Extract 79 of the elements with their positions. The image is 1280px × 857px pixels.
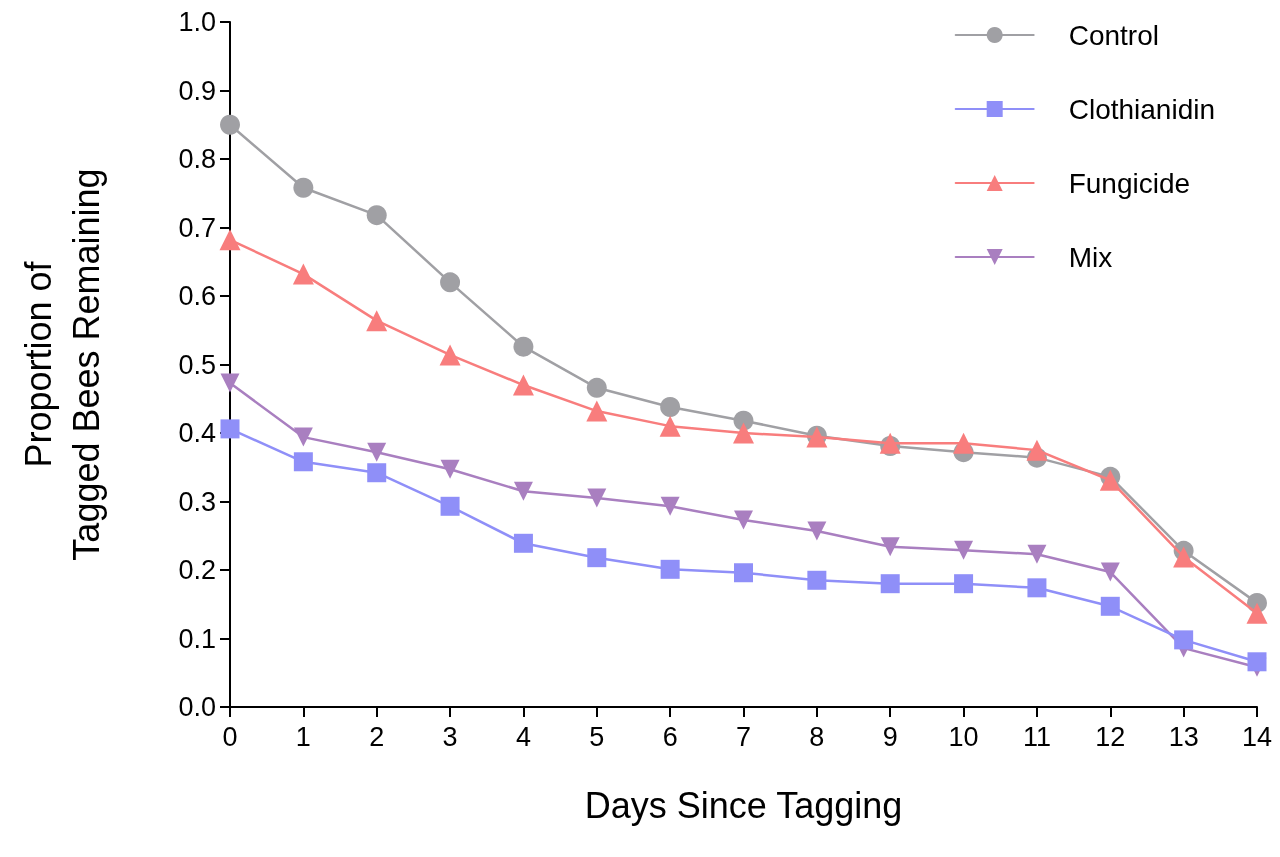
y-tick-label: 0.4	[178, 418, 216, 448]
point	[1174, 630, 1194, 650]
point	[586, 377, 607, 398]
y-axis-title: Proportion of Tagged Bees Remaining	[17, 168, 107, 561]
y-tick-label: 0.0	[178, 692, 216, 722]
x-tick-label: 14	[1241, 721, 1273, 752]
x-tick-label: 8	[809, 721, 825, 752]
point	[954, 540, 974, 560]
x-tick-label: 6	[662, 721, 678, 752]
point	[513, 533, 533, 553]
point	[953, 432, 975, 454]
point	[1246, 602, 1268, 624]
y-tick-label: 0.1	[178, 623, 216, 654]
point	[292, 263, 314, 285]
y-tick-label: 0.2	[178, 555, 216, 585]
point	[1027, 578, 1047, 598]
point	[439, 344, 461, 366]
point	[807, 570, 827, 590]
point	[734, 563, 753, 583]
y-tick-label: 1.0	[178, 7, 216, 37]
y-tick-label: 0.7	[178, 212, 216, 243]
point	[293, 452, 313, 472]
point	[734, 510, 753, 530]
x-tick-label: 4	[515, 721, 531, 752]
y-tick-label: 0.3	[178, 486, 216, 517]
point	[586, 400, 608, 422]
x-tick-label: 5	[589, 721, 605, 752]
legend-label: Clothianidin	[1068, 93, 1216, 125]
point	[660, 559, 680, 579]
point	[219, 229, 241, 251]
x-tick-label: 11	[1022, 721, 1051, 752]
point	[807, 521, 827, 541]
x-axis-title: Days Since Tagging	[584, 784, 903, 826]
point	[880, 574, 900, 594]
point	[733, 422, 754, 444]
point	[366, 205, 387, 226]
legend-label: Mix	[1068, 241, 1113, 273]
x-tick-label: 3	[442, 721, 458, 752]
point	[367, 463, 387, 483]
point	[1027, 544, 1047, 564]
x-tick-label: 12	[1095, 721, 1126, 752]
point	[220, 373, 240, 393]
point	[1247, 652, 1267, 672]
point	[366, 310, 388, 332]
point	[513, 336, 534, 357]
point	[1100, 562, 1120, 582]
point	[587, 488, 607, 508]
x-tick-label: 0	[222, 721, 238, 752]
point	[293, 177, 314, 198]
legend-label: Fungicide	[1068, 167, 1191, 199]
x-tick-label: 10	[948, 721, 979, 752]
point	[367, 442, 387, 462]
point	[587, 548, 607, 568]
point	[1026, 439, 1048, 461]
x-tick-label: 2	[369, 721, 385, 752]
y-tick-label: 0.8	[178, 144, 216, 174]
x-tick-label: 1	[295, 721, 311, 752]
point	[513, 481, 533, 501]
point	[659, 415, 681, 437]
x-tick-label: 13	[1168, 721, 1199, 752]
point	[880, 537, 900, 557]
point	[1173, 546, 1195, 568]
point	[220, 419, 240, 439]
y-tick-label: 0.6	[178, 281, 216, 311]
point	[440, 272, 461, 293]
point	[954, 574, 974, 594]
x-tick-label: 9	[882, 721, 898, 752]
point	[440, 496, 460, 516]
legend-label: Control	[1068, 19, 1159, 51]
x-tick-label: 7	[735, 721, 752, 752]
point	[660, 396, 681, 417]
y-tick-label: 0.5	[178, 349, 216, 380]
point	[512, 374, 534, 396]
point	[220, 114, 240, 135]
y-tick-label: 0.9	[178, 75, 216, 106]
point	[440, 459, 460, 479]
point	[293, 427, 313, 447]
point	[660, 496, 680, 516]
point	[1100, 596, 1120, 616]
